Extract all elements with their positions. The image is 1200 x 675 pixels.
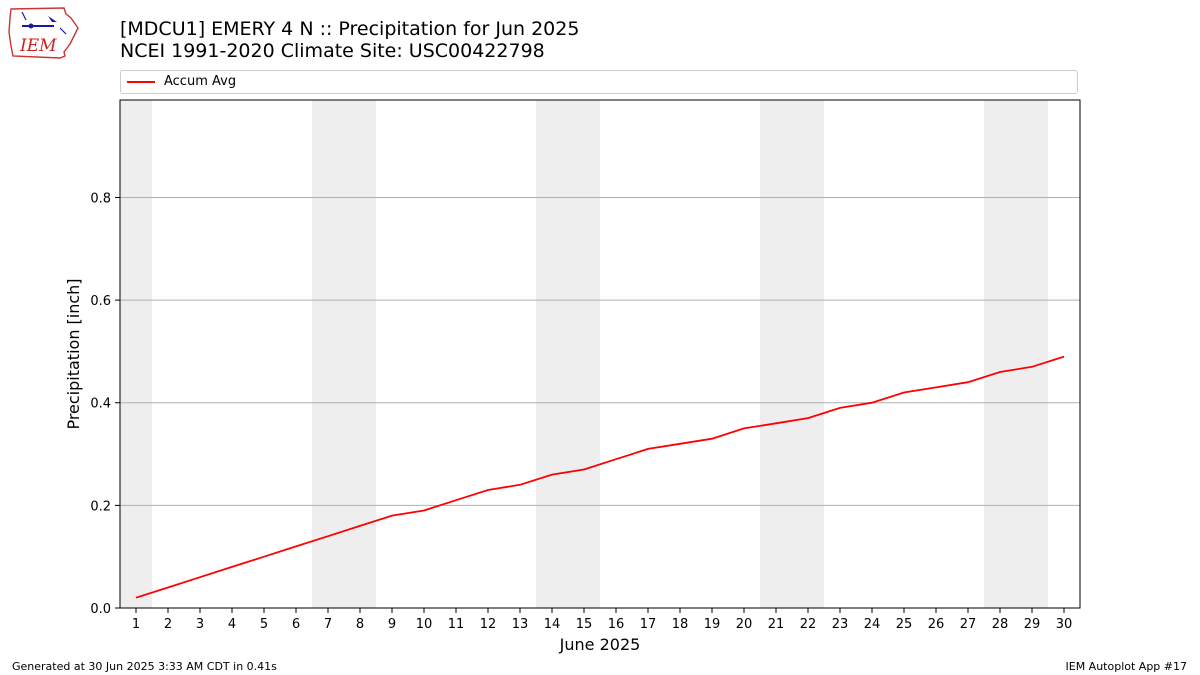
xtick-label-23: 23 xyxy=(832,617,849,632)
plot-frame xyxy=(119,99,1081,609)
xtick-label-16: 16 xyxy=(608,617,625,632)
xtick-label-9: 9 xyxy=(388,617,396,632)
logo-text: IEM xyxy=(19,36,57,56)
xtick-label-2: 2 xyxy=(164,617,172,632)
data-point-18 xyxy=(679,442,682,445)
xtick-label-17: 17 xyxy=(640,617,657,632)
data-point-7 xyxy=(327,535,330,538)
data-point-16 xyxy=(615,458,618,461)
xtick-label-3: 3 xyxy=(196,617,204,632)
iem-logo: IEM xyxy=(8,7,79,59)
legend-label-accum-avg: Accum Avg xyxy=(164,74,237,89)
chart-title: [MDCU1] EMERY 4 N :: Precipitation for J… xyxy=(120,18,580,40)
xtick-label-19: 19 xyxy=(704,617,721,632)
data-point-10 xyxy=(423,509,426,512)
xtick-label-25: 25 xyxy=(896,617,913,632)
data-point-23 xyxy=(839,406,842,409)
xtick-label-28: 28 xyxy=(992,617,1009,632)
data-point-12 xyxy=(487,488,490,491)
xtick-label-21: 21 xyxy=(768,617,785,632)
xtick-label-8: 8 xyxy=(356,617,364,632)
data-point-27 xyxy=(967,381,970,384)
weekend-band-4 xyxy=(984,100,1048,608)
x-axis-label: June 2025 xyxy=(559,635,641,654)
data-point-9 xyxy=(391,514,394,517)
ytick-label-2: 0.4 xyxy=(90,397,111,412)
data-point-22 xyxy=(807,417,810,420)
xtick-label-14: 14 xyxy=(544,617,561,632)
data-point-13 xyxy=(519,483,522,486)
generated-note: Generated at 30 Jun 2025 3:33 AM CDT in … xyxy=(12,660,277,673)
data-point-25 xyxy=(903,391,906,394)
xtick-label-10: 10 xyxy=(416,617,433,632)
ytick-label-1: 0.2 xyxy=(90,499,111,514)
xtick-label-18: 18 xyxy=(672,617,689,632)
data-point-17 xyxy=(647,447,650,450)
data-point-24 xyxy=(871,401,874,404)
data-point-30 xyxy=(1063,355,1066,358)
data-point-20 xyxy=(743,427,746,430)
data-point-5 xyxy=(263,555,266,558)
xtick-label-4: 4 xyxy=(228,617,236,632)
xtick-label-20: 20 xyxy=(736,617,753,632)
app-credit: IEM Autoplot App #17 xyxy=(1065,660,1188,673)
legend-swatch-accum-avg xyxy=(127,81,155,83)
xtick-label-1: 1 xyxy=(132,617,140,632)
y-axis-label: Precipitation [inch] xyxy=(64,278,83,429)
data-point-2 xyxy=(167,586,170,589)
data-point-21 xyxy=(775,422,778,425)
data-point-3 xyxy=(199,576,202,579)
weekend-band-2 xyxy=(536,100,600,608)
data-point-8 xyxy=(359,524,362,527)
xtick-label-12: 12 xyxy=(480,617,497,632)
data-point-26 xyxy=(935,386,938,389)
xtick-label-30: 30 xyxy=(1056,617,1073,632)
xtick-label-26: 26 xyxy=(928,617,945,632)
xtick-label-15: 15 xyxy=(576,617,593,632)
xtick-label-29: 29 xyxy=(1024,617,1041,632)
weekend-band-0 xyxy=(120,100,152,608)
data-point-1 xyxy=(135,596,138,599)
data-point-15 xyxy=(583,468,586,471)
weekend-band-3 xyxy=(760,100,824,608)
xtick-label-27: 27 xyxy=(960,617,977,632)
xtick-label-7: 7 xyxy=(324,617,332,632)
xtick-label-6: 6 xyxy=(292,617,300,632)
series-line-accum-avg xyxy=(135,355,1065,599)
xtick-label-11: 11 xyxy=(448,617,465,632)
data-point-28 xyxy=(999,370,1002,373)
xtick-label-13: 13 xyxy=(512,617,529,632)
xtick-label-22: 22 xyxy=(800,617,817,632)
data-point-6 xyxy=(295,545,298,548)
data-point-29 xyxy=(1031,365,1034,368)
data-point-14 xyxy=(551,473,554,476)
ytick-label-3: 0.6 xyxy=(90,294,111,309)
ytick-label-0: 0.0 xyxy=(90,602,111,617)
xtick-label-5: 5 xyxy=(260,617,268,632)
data-point-4 xyxy=(231,565,234,568)
chart-subtitle: NCEI 1991-2020 Climate Site: USC00422798 xyxy=(120,40,545,62)
data-point-19 xyxy=(711,437,714,440)
legend: Accum Avg xyxy=(120,70,1078,94)
xtick-label-24: 24 xyxy=(864,617,881,632)
ytick-label-4: 0.8 xyxy=(90,191,111,206)
data-point-11 xyxy=(455,499,458,502)
